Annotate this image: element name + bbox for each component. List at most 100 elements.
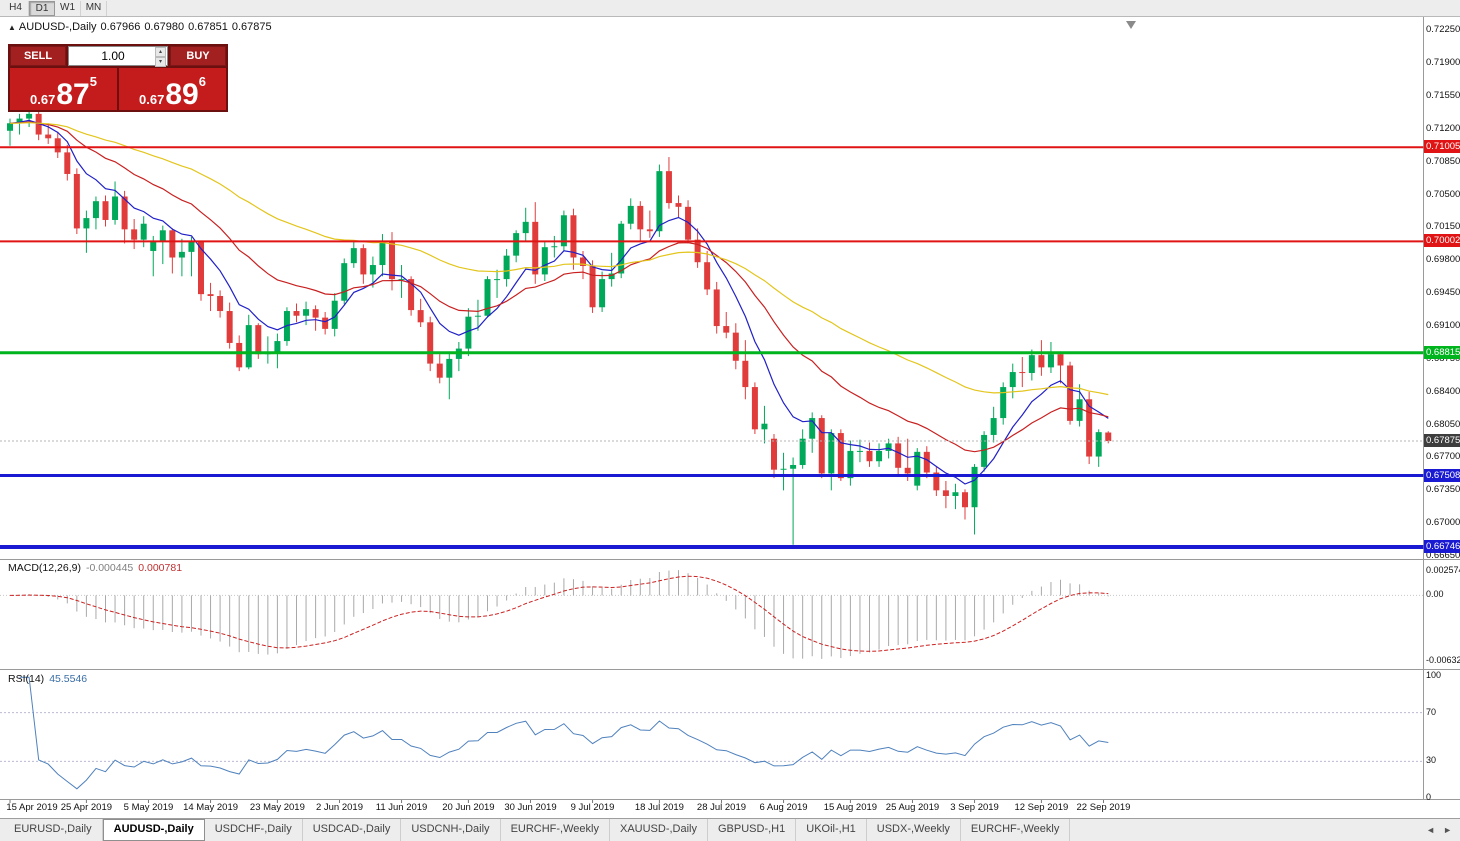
candle-body: [312, 309, 319, 318]
ema-fast-line: [9, 119, 1109, 485]
price-axis-label: 0.67700: [1426, 451, 1460, 463]
tabs-scroll-right-icon[interactable]: ►: [1443, 825, 1452, 835]
candle-body: [331, 300, 338, 329]
candle-body: [494, 279, 501, 281]
candle-body: [408, 279, 415, 311]
rsi-axis-label: 100: [1426, 670, 1442, 680]
tabs-scroll-left-icon[interactable]: ◄: [1426, 825, 1436, 835]
volume-up-icon[interactable]: ▴: [155, 47, 166, 57]
candle-body: [618, 223, 625, 274]
candle-body: [92, 201, 99, 219]
candle-body: [962, 492, 968, 508]
shift-marker-icon[interactable]: [1126, 21, 1136, 29]
candle-body: [981, 434, 988, 467]
candle-body: [207, 294, 214, 297]
candle-body: [274, 341, 281, 353]
chart-tab[interactable]: EURCHF-,Weekly: [961, 819, 1071, 841]
candle-body: [646, 229, 653, 232]
chart-tab[interactable]: USDX-,Weekly: [867, 819, 961, 841]
candle-body: [904, 467, 911, 474]
quote-high: 0.67980: [144, 21, 185, 33]
chart-tab[interactable]: USDCAD-,Daily: [303, 819, 402, 841]
candle-body: [837, 433, 844, 479]
volume-down-icon[interactable]: ▾: [155, 57, 166, 67]
price-axis-label: 0.69800: [1426, 254, 1460, 266]
candle-body: [188, 241, 195, 252]
date-label: 14 May 2019: [183, 802, 239, 813]
date-label: 23 May 2019: [249, 802, 305, 813]
candle-body: [532, 221, 539, 275]
buy-price[interactable]: 0.67 89 6: [119, 68, 226, 110]
date-label: 15 Aug 2019: [823, 802, 878, 813]
price-tag: 0.68815: [1424, 345, 1460, 359]
ohlc-info: ▲ AUDUSD-,Daily 0.67966 0.67980 0.67851 0.678…: [8, 21, 276, 33]
buy-button[interactable]: BUY: [170, 46, 226, 66]
candle-body: [121, 196, 128, 230]
chart-tab[interactable]: USDCHF-,Daily: [205, 819, 303, 841]
timeframe-button-d1[interactable]: D1: [29, 0, 55, 16]
price-axis-label: 0.67000: [1426, 517, 1460, 529]
tab-scroll-arrows: ◄ ►: [1422, 819, 1460, 841]
candle-body: [799, 438, 806, 465]
macd-label: MACD(12,26,9) -0.000445 0.000781: [8, 562, 182, 574]
candle-body: [1009, 372, 1016, 388]
sell-price-pip: 5: [89, 74, 97, 89]
candle-body: [866, 450, 873, 462]
timeframe-button-mn[interactable]: MN: [81, 0, 107, 16]
candle-body: [341, 263, 348, 301]
candle-body: [856, 450, 863, 452]
candle-body: [322, 317, 329, 329]
candle-body: [1105, 432, 1112, 442]
chart-tab[interactable]: GBPUSD-,H1: [708, 819, 797, 841]
sell-price-prefix: 0.67: [30, 91, 56, 107]
rsi-label: RSI(14) 45.5546: [8, 673, 87, 685]
candle-body: [675, 203, 682, 207]
candle-body: [1000, 387, 1007, 419]
chart-tabs-bar: EURUSD-,Daily AUDUSD-,Daily USDCHF-,Daily U…: [0, 818, 1460, 841]
rsi-axis-label: 0: [1426, 792, 1432, 802]
price-tag: 0.67508: [1424, 468, 1460, 482]
timeframe-button-h4[interactable]: H4: [3, 0, 29, 16]
macd-axis-label: 0.002574: [1426, 565, 1460, 575]
candle-body: [303, 309, 310, 316]
candle-body: [933, 472, 940, 491]
candle-body: [474, 315, 481, 317]
symbol-marker-icon: ▲: [8, 23, 16, 32]
candle-body: [446, 358, 453, 378]
candle-body: [780, 468, 787, 470]
timeframe-button-w1[interactable]: W1: [55, 0, 81, 16]
candle-body: [159, 230, 166, 242]
sell-price[interactable]: 0.67 87 5: [10, 68, 117, 110]
candle-body: [26, 113, 33, 119]
price-axis-label: 0.67350: [1426, 484, 1460, 496]
candle-body: [656, 171, 663, 232]
chart-tab[interactable]: USDCNH-,Daily: [401, 819, 501, 841]
quote-low: 0.67851: [188, 21, 228, 33]
candle-body: [790, 464, 797, 469]
chart-tab[interactable]: EURUSD-,Daily: [4, 819, 103, 841]
date-label: 28 Jul 2019: [696, 802, 747, 813]
candle-body: [914, 451, 921, 486]
candle-body: [64, 152, 71, 174]
candle-body: [704, 262, 711, 290]
macd-name: MACD(12,26,9): [8, 562, 81, 574]
chart-tab[interactable]: AUDUSD-,Daily: [102, 819, 205, 841]
sell-button[interactable]: SELL: [10, 46, 66, 66]
price-axis-label: 0.69100: [1426, 320, 1460, 332]
candle-body: [389, 241, 395, 280]
candle-body: [217, 296, 224, 312]
chart-tab[interactable]: UKOil-,H1: [796, 819, 867, 841]
quote-close: 0.67875: [231, 21, 272, 33]
price-axis-label: 0.71200: [1426, 122, 1460, 134]
chart-tab[interactable]: XAUUSD-,Daily: [610, 819, 708, 841]
candle-body: [1095, 432, 1102, 457]
candle-body: [1038, 355, 1045, 368]
candle-body: [885, 443, 892, 451]
chart-tab[interactable]: EURCHF-,Weekly: [501, 819, 610, 841]
volume-input[interactable]: [69, 48, 167, 64]
candle-body: [436, 363, 443, 378]
candle-body: [45, 134, 52, 139]
date-label: 25 Apr 2019: [60, 802, 113, 813]
